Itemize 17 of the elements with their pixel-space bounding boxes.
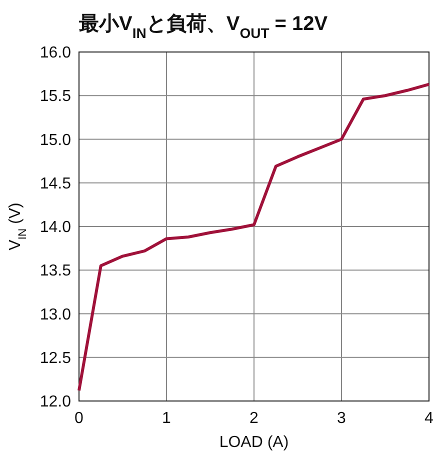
x-tick-label: 1 [162, 410, 172, 427]
y-tick-label: 13.0 [40, 306, 72, 324]
y-tick-label: 15.0 [40, 132, 72, 149]
y-tick-label: 14.5 [40, 175, 72, 192]
y-tick-label: 14.0 [40, 219, 72, 236]
chart-title: 最小V$_{IN}$と負荷、V$_{OUT}$ = 12V [78, 13, 328, 41]
x-axis-title: LOAD (A) [219, 434, 289, 451]
y-tick-label: 13.5 [40, 262, 72, 280]
y-tick-label: 15.5 [40, 88, 72, 106]
y-tick-label: 16.0 [40, 44, 72, 62]
x-tick-label: 0 [74, 410, 84, 427]
x-tick-label: 3 [337, 410, 346, 427]
line-series [78, 82, 430, 392]
x-tick-label: 4 [424, 410, 434, 427]
y-tick-label: 12.5 [40, 350, 72, 367]
x-tick-label: 2 [250, 410, 259, 427]
y-tick-label: 12.0 [40, 394, 72, 411]
